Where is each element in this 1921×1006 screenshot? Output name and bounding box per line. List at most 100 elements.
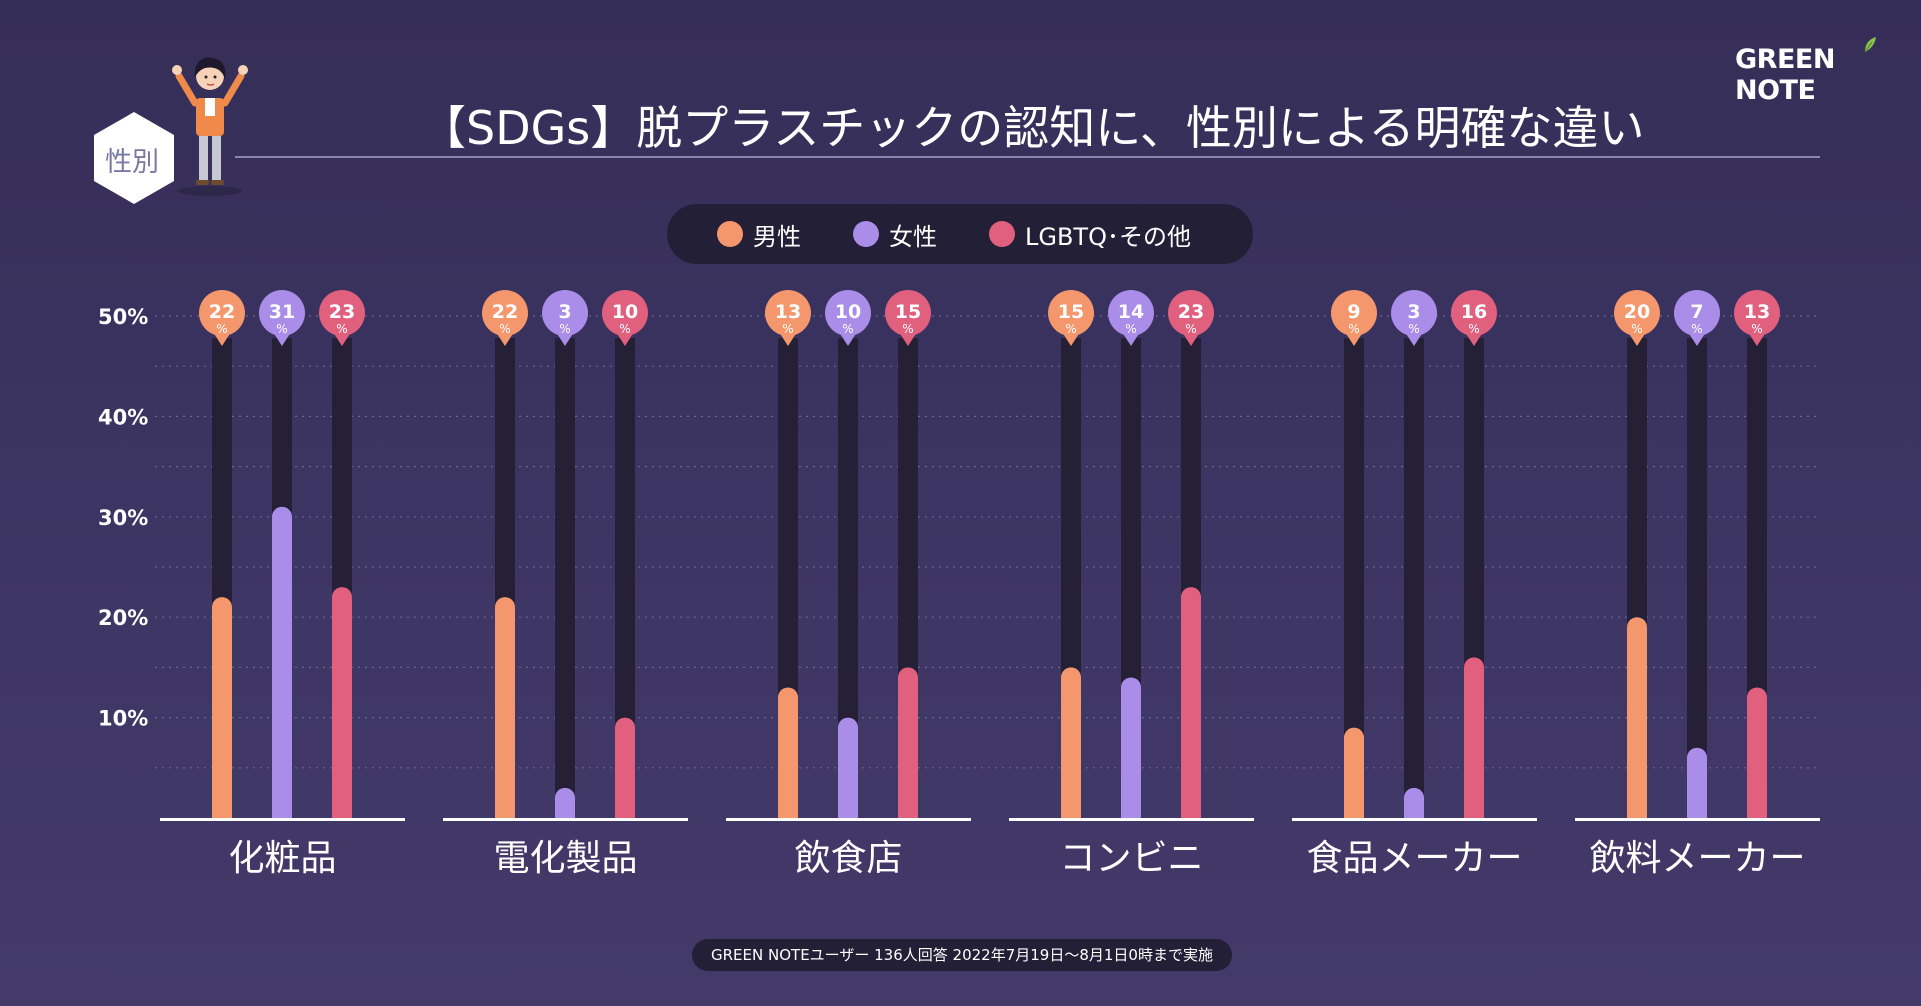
category-baseline [443, 818, 688, 821]
value-pin [885, 290, 931, 336]
y-tick-label: 50% [98, 305, 148, 329]
y-tick-label: 40% [98, 405, 148, 429]
value-unit: % [1065, 322, 1076, 336]
value-label: 15 [895, 301, 921, 323]
category-baseline [726, 818, 971, 821]
value-label: 3 [1407, 301, 1420, 323]
bar-track [615, 338, 635, 818]
category-label: コンビニ [1059, 838, 1203, 879]
value-pin [765, 290, 811, 336]
legend-item-male: 男性 [717, 218, 801, 251]
value-unit: % [276, 322, 287, 336]
legend-swatch-female [853, 221, 879, 247]
value-pin [1674, 290, 1720, 336]
value-label: 13 [1744, 301, 1770, 323]
value-label: 22 [209, 301, 235, 323]
bar-track [1404, 338, 1424, 818]
legend-label-male: 男性 [753, 222, 801, 251]
bar-base [555, 797, 575, 818]
value-unit: % [619, 322, 630, 336]
value-label: 7 [1690, 301, 1703, 323]
y-tick-label: 10% [98, 707, 148, 731]
bar-base [1464, 667, 1484, 818]
category-baseline [1575, 818, 1820, 821]
bar-base [898, 677, 918, 818]
value-pin [1391, 290, 1437, 336]
legend-item-female: 女性 [853, 218, 937, 251]
legend-item-lgbtq: LGBTQ･その他 [989, 218, 1191, 251]
value-pin [1734, 290, 1780, 336]
value-label: 16 [1461, 301, 1487, 323]
value-label: 23 [1178, 301, 1204, 323]
category-label: 食品メーカー [1306, 838, 1522, 879]
value-unit: % [499, 322, 510, 336]
value-label: 23 [329, 301, 355, 323]
value-unit: % [902, 322, 913, 336]
value-unit: % [1125, 322, 1136, 336]
value-pin [319, 290, 365, 336]
value-unit: % [1691, 322, 1702, 336]
y-tick-label: 20% [98, 606, 148, 630]
value-pin [1451, 290, 1497, 336]
y-tick-label: 30% [98, 506, 148, 530]
value-unit: % [336, 322, 347, 336]
bar-base [495, 607, 515, 818]
bar-base [1687, 757, 1707, 818]
value-pin [1168, 290, 1214, 336]
value-unit: % [559, 322, 570, 336]
bar-base [615, 727, 635, 818]
bar-track [1344, 338, 1364, 818]
category-baseline [1009, 818, 1254, 821]
value-label: 15 [1058, 301, 1084, 323]
value-unit: % [216, 322, 227, 336]
value-pin [1331, 290, 1377, 336]
value-unit: % [782, 322, 793, 336]
value-pin [1048, 290, 1094, 336]
legend-swatch-lgbtq [989, 221, 1015, 247]
value-pin [1614, 290, 1660, 336]
bar-base [778, 697, 798, 818]
value-unit: % [842, 322, 853, 336]
bar-base [332, 597, 352, 818]
category-badge: 性別 [105, 147, 159, 178]
value-label: 31 [269, 301, 295, 323]
value-label: 10 [835, 301, 861, 323]
value-pin [199, 290, 245, 336]
survey-footnote: GREEN NOTEユーザー 136人回答 2022年7月19日〜8月1日0時ま… [692, 939, 1232, 971]
value-pin [482, 290, 528, 336]
value-label: 20 [1624, 301, 1650, 323]
bar-base [212, 607, 232, 818]
category-baseline [160, 818, 405, 821]
value-label: 9 [1347, 301, 1360, 323]
value-unit: % [1751, 322, 1762, 336]
value-unit: % [1631, 322, 1642, 336]
value-label: 13 [775, 301, 801, 323]
bar-base [838, 727, 858, 818]
value-label: 14 [1118, 301, 1144, 323]
presenter-illustration [172, 57, 248, 196]
category-label: 化粧品 [228, 838, 336, 879]
value-unit: % [1468, 322, 1479, 336]
title-underline [235, 156, 1820, 158]
value-pin [602, 290, 648, 336]
bar-track [1687, 338, 1707, 818]
bar-base [1121, 687, 1141, 818]
bar-track [838, 338, 858, 818]
bar-base [1181, 597, 1201, 818]
leaf-icon [1864, 37, 1876, 53]
legend-swatch-male [717, 221, 743, 247]
bar-base [1747, 697, 1767, 818]
value-pin [1108, 290, 1154, 336]
value-label: 10 [612, 301, 638, 323]
value-pin [542, 290, 588, 336]
category-hexagon [94, 112, 174, 204]
value-pin [825, 290, 871, 336]
value-unit: % [1185, 322, 1196, 336]
brand-logo: GREEN NOTE [1735, 44, 1835, 106]
legend-label-lgbtq: LGBTQ･その他 [1025, 222, 1191, 251]
page-title: 【SDGs】脱プラスチックの認知に、性別による明確な違い [420, 101, 1645, 155]
value-unit: % [1348, 322, 1359, 336]
value-unit: % [1408, 322, 1419, 336]
value-label: 22 [492, 301, 518, 323]
